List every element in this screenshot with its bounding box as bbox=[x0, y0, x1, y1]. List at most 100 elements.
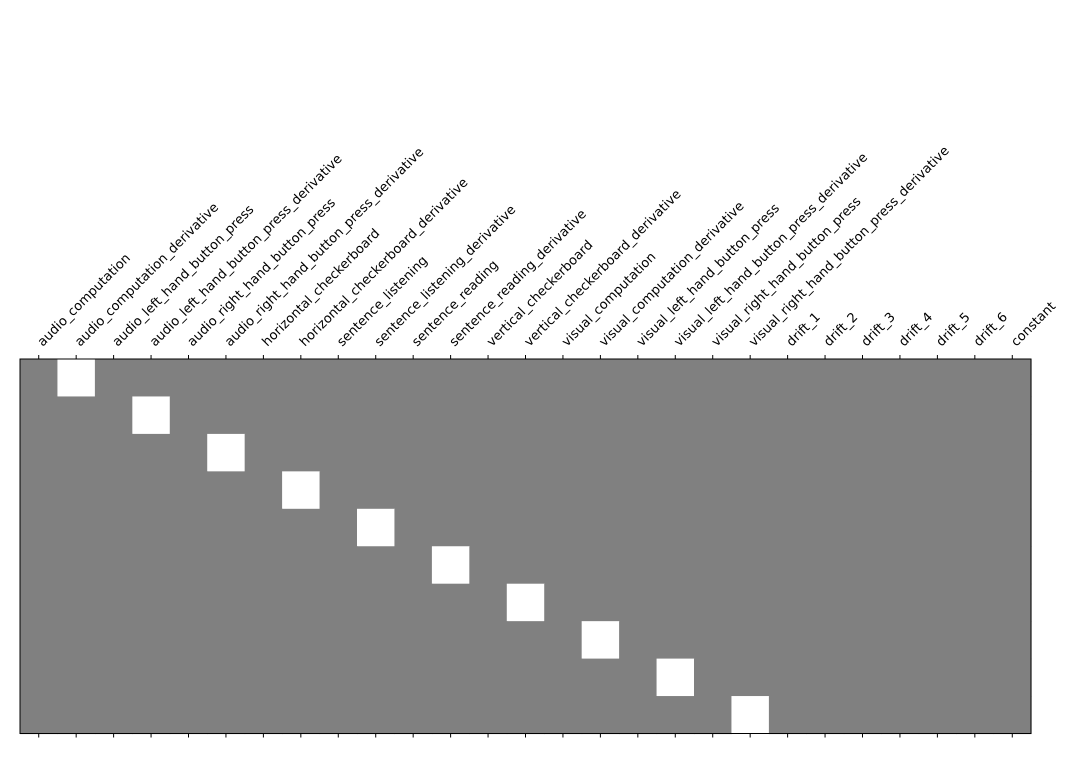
matrix-cell-r9-c12 bbox=[469, 696, 508, 735]
matrix-cell-r9-c11 bbox=[431, 696, 470, 735]
matrix-cell-r3-c6 bbox=[244, 471, 283, 510]
matrix-cell-r0-c2 bbox=[94, 359, 133, 398]
matrix-cell-r4-c4 bbox=[169, 508, 208, 547]
matrix-cell-r6-c20 bbox=[768, 583, 807, 622]
matrix-cell-r9-c7 bbox=[282, 696, 321, 735]
matrix-cell-r8-c19 bbox=[731, 658, 770, 697]
matrix-cell-r3-c3 bbox=[132, 471, 171, 510]
matrix-cell-r1-c9 bbox=[357, 396, 396, 435]
matrix-cell-r8-c2 bbox=[94, 658, 133, 697]
matrix-cell-r4-c20 bbox=[768, 508, 807, 547]
matrix-cell-r9-c26 bbox=[993, 696, 1032, 735]
matrix-cell-r1-c2 bbox=[94, 396, 133, 435]
matrix-cell-r5-c3 bbox=[132, 546, 171, 585]
matrix-cell-r1-c25 bbox=[956, 396, 995, 435]
matrix-cell-r8-c8 bbox=[319, 658, 358, 697]
matrix-cell-r2-c20 bbox=[768, 433, 807, 472]
matrix-cell-r5-c17 bbox=[656, 546, 695, 585]
matrix-cell-r7-c12 bbox=[469, 621, 508, 660]
matrix-cell-r4-c8 bbox=[319, 508, 358, 547]
matrix-cell-r0-c8 bbox=[319, 359, 358, 398]
matrix-cell-r0-c9 bbox=[357, 359, 396, 398]
matrix-cell-r3-c11 bbox=[431, 471, 470, 510]
matrix-cell-r9-c0 bbox=[20, 696, 59, 735]
matrix-cell-r2-c5 bbox=[207, 433, 246, 472]
matrix-cell-r3-c21 bbox=[806, 471, 845, 510]
matrix-cell-r4-c11 bbox=[431, 508, 470, 547]
matrix-cell-r8-c16 bbox=[619, 658, 658, 697]
matrix-cell-r2-c14 bbox=[544, 433, 583, 472]
matrix-cell-r8-c24 bbox=[918, 658, 957, 697]
matrix-cell-r1-c19 bbox=[731, 396, 770, 435]
matrix-cell-r0-c26 bbox=[993, 359, 1032, 398]
matrix-cell-r2-c6 bbox=[244, 433, 283, 472]
matrix-cell-r1-c8 bbox=[319, 396, 358, 435]
matrix-cell-r0-c22 bbox=[843, 359, 882, 398]
matrix-cell-r5-c2 bbox=[94, 546, 133, 585]
x-tick-label-drift-3: drift_3 bbox=[859, 310, 899, 350]
matrix-cell-r9-c2 bbox=[94, 696, 133, 735]
matrix-cell-r3-c24 bbox=[918, 471, 957, 510]
matrix-cell-r7-c26 bbox=[993, 621, 1032, 660]
matrix-cell-r3-c12 bbox=[469, 471, 508, 510]
matrix-cell-r1-c16 bbox=[619, 396, 658, 435]
matrix-cell-r6-c18 bbox=[694, 583, 733, 622]
matrix-cell-r2-c10 bbox=[394, 433, 433, 472]
matrix-cell-r7-c0 bbox=[20, 621, 59, 660]
matrix-cell-r5-c19 bbox=[731, 546, 770, 585]
matrix-cell-r5-c0 bbox=[20, 546, 59, 585]
x-tick-label-drift-5: drift_5 bbox=[934, 310, 974, 350]
matrix-cell-r3-c7 bbox=[282, 471, 321, 510]
matrix-cell-r8-c1 bbox=[57, 658, 96, 697]
matrix-cell-r8-c17 bbox=[656, 658, 695, 697]
matrix-cell-r7-c8 bbox=[319, 621, 358, 660]
matrix-cell-r6-c19 bbox=[731, 583, 770, 622]
matrix-cell-r0-c16 bbox=[619, 359, 658, 398]
matrix-cell-r8-c10 bbox=[394, 658, 433, 697]
matrix-cell-r3-c10 bbox=[394, 471, 433, 510]
x-tick-label-constant: constant bbox=[1008, 299, 1059, 350]
matrix-cell-r2-c1 bbox=[57, 433, 96, 472]
matrix-cell-r8-c18 bbox=[694, 658, 733, 697]
matrix-cell-r9-c9 bbox=[357, 696, 396, 735]
matrix-cell-r3-c16 bbox=[619, 471, 658, 510]
matrix-cell-r7-c22 bbox=[843, 621, 882, 660]
matrix-cell-r0-c10 bbox=[394, 359, 433, 398]
matrix-cell-r3-c4 bbox=[169, 471, 208, 510]
matrix-cell-r4-c15 bbox=[581, 508, 620, 547]
matrix-cell-r4-c18 bbox=[694, 508, 733, 547]
matrix-cell-r2-c13 bbox=[506, 433, 545, 472]
x-tick-label-drift-6: drift_6 bbox=[971, 310, 1011, 350]
matrix-cell-r4-c23 bbox=[881, 508, 920, 547]
matrix-cell-r7-c17 bbox=[656, 621, 695, 660]
matrix-cell-r6-c4 bbox=[169, 583, 208, 622]
matrix-cell-r8-c14 bbox=[544, 658, 583, 697]
matrix-cell-r6-c24 bbox=[918, 583, 957, 622]
matrix-cell-r1-c17 bbox=[656, 396, 695, 435]
matrix-cell-r2-c18 bbox=[694, 433, 733, 472]
matrix-cell-r7-c2 bbox=[94, 621, 133, 660]
matrix-cell-r4-c7 bbox=[282, 508, 321, 547]
x-axis-tick-labels: audio_computationaudio_computation_deriv… bbox=[35, 144, 1059, 350]
matrix-cell-r9-c16 bbox=[619, 696, 658, 735]
matrix-cell-r9-c24 bbox=[918, 696, 957, 735]
matrix-cell-r8-c12 bbox=[469, 658, 508, 697]
matrix-cell-r3-c22 bbox=[843, 471, 882, 510]
matrix-cell-r5-c9 bbox=[357, 546, 396, 585]
matrix-cell-r8-c23 bbox=[881, 658, 920, 697]
matrix-cell-r9-c1 bbox=[57, 696, 96, 735]
matrix-cell-r4-c12 bbox=[469, 508, 508, 547]
matrix-cell-r7-c7 bbox=[282, 621, 321, 660]
matrix-cell-r9-c25 bbox=[956, 696, 995, 735]
matrix-cell-r9-c13 bbox=[506, 696, 545, 735]
matrix-cell-r1-c21 bbox=[806, 396, 845, 435]
matrix-cell-r2-c3 bbox=[132, 433, 171, 472]
matrix-cell-r9-c3 bbox=[132, 696, 171, 735]
matrix-cell-r9-c5 bbox=[207, 696, 246, 735]
matrix-cell-r8-c26 bbox=[993, 658, 1032, 697]
matrix-cell-r0-c21 bbox=[806, 359, 845, 398]
matrix-cell-r4-c21 bbox=[806, 508, 845, 547]
matrix-cell-r3-c17 bbox=[656, 471, 695, 510]
matrix-cell-r7-c19 bbox=[731, 621, 770, 660]
matrix-cell-r7-c14 bbox=[544, 621, 583, 660]
